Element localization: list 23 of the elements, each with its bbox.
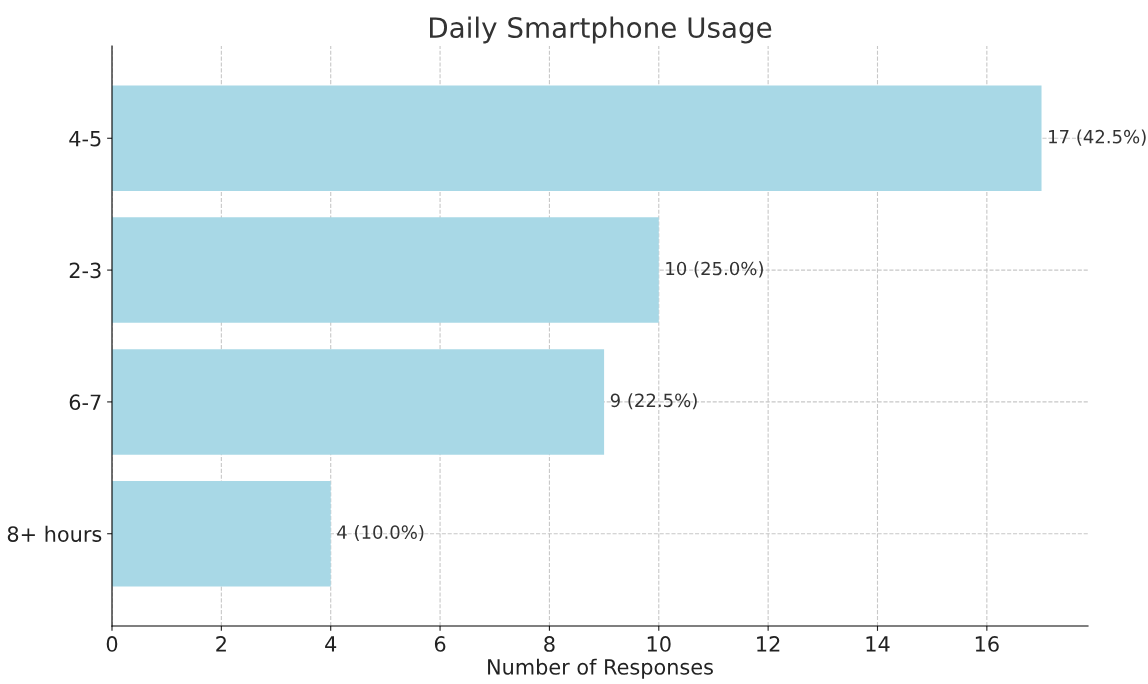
- x-tick-label: 4: [325, 636, 337, 652]
- y-tick-label: 6-7: [69, 394, 101, 411]
- bar: [112, 481, 331, 587]
- chart-title: Daily Smartphone Usage: [430, 16, 772, 44]
- y-tick-label: 4-5: [69, 131, 101, 147]
- bar: [112, 85, 1042, 191]
- y-tick-label: 8+ hours: [7, 525, 102, 542]
- x-tick-label: 14: [866, 636, 890, 652]
- bar: [112, 349, 605, 455]
- data-label: 9 (22.5%): [610, 393, 697, 410]
- x-axis-title: Number of Responses: [488, 658, 713, 679]
- x-tick-label: 6: [434, 636, 446, 652]
- x-tick-label: 10: [647, 636, 671, 652]
- data-label: 4 (10.0%): [337, 525, 424, 542]
- bar: [112, 217, 659, 323]
- x-tick-label: 0: [106, 636, 118, 652]
- data-label: 10 (25.0%): [666, 261, 763, 278]
- x-tick-label: 8: [544, 636, 555, 652]
- data-label: 17 (42.5%): [1049, 129, 1146, 146]
- y-tick-label: 2-3: [69, 262, 101, 279]
- x-tick-label: 12: [757, 636, 780, 652]
- x-tick-label: 2: [216, 636, 226, 652]
- x-tick-label: 16: [975, 636, 999, 652]
